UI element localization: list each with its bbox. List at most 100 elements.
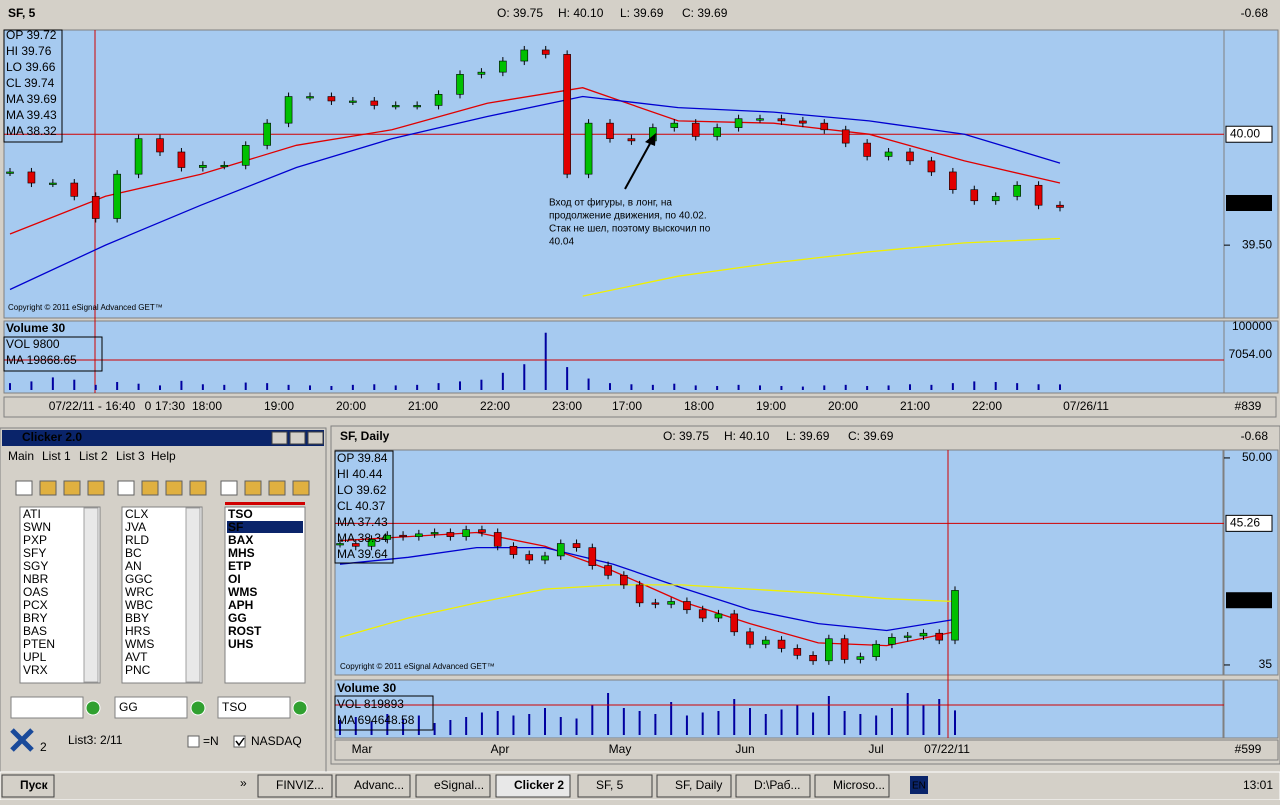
ticker[interactable]: WMS: [228, 585, 257, 599]
menu-item[interactable]: List 2: [79, 449, 108, 463]
ticker[interactable]: NBR: [23, 572, 49, 586]
ticker[interactable]: AVT: [125, 650, 148, 664]
ticker[interactable]: BRY: [23, 611, 47, 625]
ticker[interactable]: MHS: [228, 546, 255, 560]
legend-box: [3, 29, 63, 143]
last-price-box: [1226, 194, 1272, 211]
toolbar-icon: [244, 480, 262, 496]
candle: [525, 554, 534, 561]
ticker[interactable]: WMS: [125, 637, 154, 651]
ticker[interactable]: PNC: [125, 663, 151, 677]
candle: [730, 613, 739, 633]
x-tick-label: 20:00: [336, 399, 366, 413]
ticker[interactable]: SWN: [23, 520, 51, 534]
add-button[interactable]: [292, 700, 308, 716]
ticker[interactable]: VRX: [23, 663, 48, 677]
list-marker: [225, 502, 305, 505]
x-tick-label: 22:00: [972, 399, 1002, 413]
ticker[interactable]: UHS: [228, 637, 253, 651]
ticker[interactable]: JVA: [125, 520, 146, 534]
ticker[interactable]: SFY: [23, 546, 46, 560]
volume-bar: [717, 711, 720, 735]
toolbar-icon: [87, 480, 105, 496]
candle: [434, 94, 443, 106]
header-low: L: 39.69: [786, 429, 830, 443]
input-text[interactable]: TSO: [222, 700, 247, 714]
ticker[interactable]: BAS: [23, 624, 47, 638]
ticker[interactable]: ROST: [228, 624, 262, 638]
ticker[interactable]: ETP: [228, 559, 251, 573]
ticker[interactable]: OAS: [23, 585, 48, 599]
volume-legend: VOL 819893: [337, 697, 404, 711]
ticker[interactable]: UPL: [23, 650, 47, 664]
candle: [113, 173, 121, 219]
ticker[interactable]: CLX: [125, 507, 148, 521]
volume-bar: [922, 705, 925, 735]
menu-item[interactable]: Main: [8, 449, 34, 463]
ticker[interactable]: WRC: [125, 585, 154, 599]
ticker[interactable]: TSO: [228, 507, 253, 521]
ticker[interactable]: RLD: [125, 533, 149, 547]
volume-scale: [1223, 320, 1279, 394]
volume-bar: [394, 385, 397, 390]
ticker[interactable]: SGY: [23, 559, 48, 573]
add-button[interactable]: [85, 700, 101, 716]
volume-bar: [480, 712, 483, 735]
candle: [556, 543, 565, 557]
task-label[interactable]: Microso...: [833, 778, 885, 792]
task-label[interactable]: SF, 5: [596, 778, 624, 792]
volume-legend-box: [3, 336, 103, 372]
ticker[interactable]: SF: [228, 520, 243, 534]
quick-more[interactable]: »: [240, 776, 247, 790]
candle: [820, 122, 829, 131]
checkbox-label: NASDAQ: [251, 734, 302, 748]
ticker[interactable]: HRS: [125, 624, 150, 638]
header-high: H: 40.10: [724, 429, 770, 443]
volume-bar: [607, 693, 610, 735]
header-close: C: 39.69: [848, 429, 894, 443]
start-label[interactable]: Пуск: [20, 778, 49, 792]
task-label[interactable]: eSignal...: [434, 778, 484, 792]
add-button[interactable]: [190, 700, 206, 716]
task-label[interactable]: Clicker 2: [514, 778, 564, 792]
task-button: [257, 774, 333, 798]
ticker[interactable]: GG: [228, 611, 247, 625]
ticker[interactable]: BAX: [228, 533, 253, 547]
ticker[interactable]: APH: [228, 598, 253, 612]
y-tick-label: 39.50: [1242, 237, 1272, 251]
price-pane: [3, 29, 1225, 319]
menu-item[interactable]: Help: [151, 449, 176, 463]
menu-item[interactable]: List 3: [116, 449, 145, 463]
legend-box: [334, 450, 394, 564]
ticker[interactable]: PTEN: [23, 637, 55, 651]
ticker[interactable]: PXP: [23, 533, 47, 547]
volume-bar: [890, 708, 893, 735]
volume-bar: [685, 715, 688, 735]
ticker[interactable]: PCX: [23, 598, 48, 612]
ticker[interactable]: WBC: [125, 598, 153, 612]
ticker[interactable]: AN: [125, 559, 142, 573]
task-label[interactable]: FINVIZ...: [276, 778, 324, 792]
ticker[interactable]: BBY: [125, 611, 149, 625]
toolbar-icon: [63, 480, 81, 496]
candle: [1034, 184, 1043, 206]
volume-bar: [433, 723, 436, 735]
menu-item[interactable]: List 1: [42, 449, 71, 463]
task-label[interactable]: SF, Daily: [675, 778, 722, 792]
volume-bar: [796, 705, 799, 735]
candle: [713, 127, 721, 137]
moving-average: [9, 87, 1061, 235]
ticker[interactable]: GGC: [125, 572, 153, 586]
ticker[interactable]: OI: [228, 572, 241, 586]
x-tick-label: 17:00: [612, 399, 642, 413]
ticker[interactable]: BC: [125, 546, 142, 560]
header-open: O: 39.75: [663, 429, 709, 443]
x-tick-label: 07/22/11: [924, 742, 970, 756]
ticker[interactable]: ATI: [23, 507, 41, 521]
input-text[interactable]: GG: [119, 700, 138, 714]
candle: [477, 71, 486, 75]
lang[interactable]: EN: [912, 781, 926, 792]
task-label[interactable]: D:\Раб...: [754, 778, 801, 792]
volume-bar: [737, 384, 740, 390]
task-label[interactable]: Advanc...: [354, 778, 404, 792]
